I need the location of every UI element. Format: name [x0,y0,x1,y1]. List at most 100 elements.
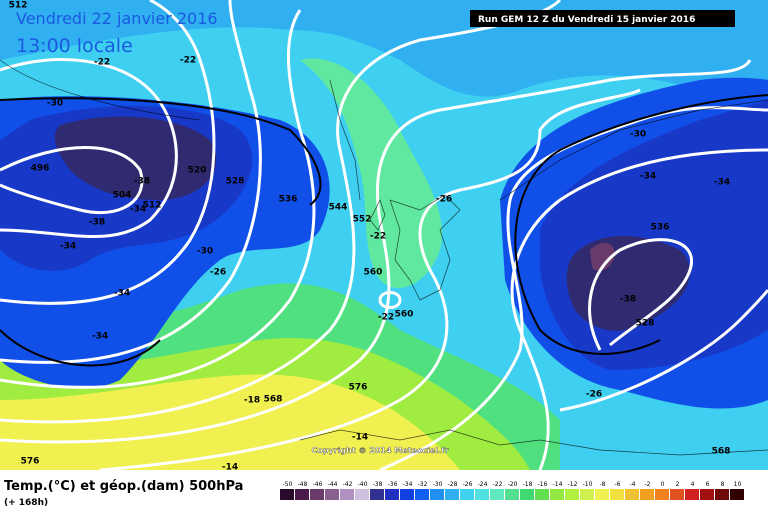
scale-swatch [340,489,354,500]
scale-label: -18 [523,481,533,488]
contour-label: -30 [630,130,646,140]
scale-swatch [565,489,579,500]
scale-swatch [490,489,504,500]
scale-label: -36 [388,481,398,488]
contour-label: -26 [586,390,602,400]
scale-label: -34 [403,481,413,488]
lead-time: (+ 168h) [4,498,48,508]
scale-swatch [730,489,744,500]
scale-swatch [700,489,714,500]
scale-label: -12 [568,481,578,488]
contour-label: -14 [352,433,368,443]
contour-label: 544 [329,203,348,213]
contour-label: -34 [114,289,130,299]
contour-label: 536 [651,223,670,233]
isohypses [0,0,768,444]
contour-label: -22 [378,313,394,323]
scale-swatch [505,489,519,500]
contour-label: 528 [226,177,245,187]
contour-label: 568 [712,447,731,457]
scale-swatch [535,489,549,500]
scale-label: 4 [691,481,695,488]
scale-label: -38 [373,481,383,488]
coastlines [0,59,768,456]
scale-label: -40 [358,481,368,488]
scale-swatch [460,489,474,500]
copyright: Copyright © 2014 Meteociel.fr [311,446,448,455]
contour-label: 568 [264,395,283,405]
contour-label: -34 [92,332,108,342]
contour-label: 512 [143,201,162,211]
scale-swatch [625,489,639,500]
scale-label: -4 [630,481,636,488]
contour-label: -34 [60,242,76,252]
scale-label: -28 [448,481,458,488]
cold-band [0,0,768,120]
run: Run GEM 12 Z du Vendredi 15 janvier 2016 [478,15,695,25]
legend-title: Temp.(°C) et géop.(dam) 500hPa [4,479,243,494]
contour-label: 528 [636,319,655,329]
contour-label: -38 [620,295,636,305]
contour-label: -30 [47,99,63,109]
contour-label: -34 [714,178,730,188]
scale-label: -48 [298,481,308,488]
scale-label: 10 [734,481,742,488]
scale-label: -44 [328,481,338,488]
scale-swatch [415,489,429,500]
time: 13:00 locale [16,35,133,57]
scale-label: -50 [283,481,293,488]
contour-label: -30 [197,247,213,257]
contour-label: -34 [130,205,146,215]
scale-swatch [655,489,669,500]
scale-swatch [445,489,459,500]
contour-label: 560 [364,268,383,278]
contour-label: -14 [222,463,238,473]
scale-label: -6 [615,481,621,488]
contour-label: 504 [113,191,132,201]
scale-label: -30 [433,481,443,488]
scale-label: -32 [418,481,428,488]
scale-swatch [355,489,369,500]
contour-label: -26 [210,268,226,278]
scale-label: -24 [478,481,488,488]
contour-label: 576 [21,457,40,467]
scale-swatch [610,489,624,500]
scale-label: 6 [706,481,710,488]
scale-swatch [580,489,594,500]
scale-swatch [325,489,339,500]
contour-label: -22 [370,232,386,242]
map: 512-22 -22-30496504-38-34512520528-38-345… [0,0,768,473]
scale-swatch [640,489,654,500]
coldest-spot [590,243,615,271]
contour-label: -38 [134,177,150,187]
scale-swatch [385,489,399,500]
scale-label: 2 [676,481,680,488]
contour-label: 496 [31,164,50,174]
contour-label: -34 [640,172,656,182]
scale-swatch [595,489,609,500]
scale-label: -16 [538,481,548,488]
scale-swatch [475,489,489,500]
scale-label: -14 [553,481,563,488]
color-scale: -50 -48 -46 -44 -42 -40 -38 -36 -34 -32 -30 -28 -26-… [280,481,744,500]
contour-labels: 512-22 -22-30496504-38-34512520528-38-345… [9,1,731,473]
contour-label: -22 [180,56,196,66]
contour-label: -22 [94,58,110,68]
warm-ridge [300,58,442,289]
scale-swatch [310,489,324,500]
contour-label: -26 [436,195,452,205]
scale-label: -22 [493,481,503,488]
scale-label: 0 [661,481,665,488]
date: Vendredi 22 janvier 2016 [16,9,218,28]
contour-label: 560 [395,310,414,320]
scale-swatch [400,489,414,500]
scale-swatch [280,489,294,500]
scale-swatch [430,489,444,500]
scale-swatch [295,489,309,500]
contour-label: -18 [244,396,260,406]
contour-540 [0,94,768,367]
scale-swatch [370,489,384,500]
scale-swatch [670,489,684,500]
